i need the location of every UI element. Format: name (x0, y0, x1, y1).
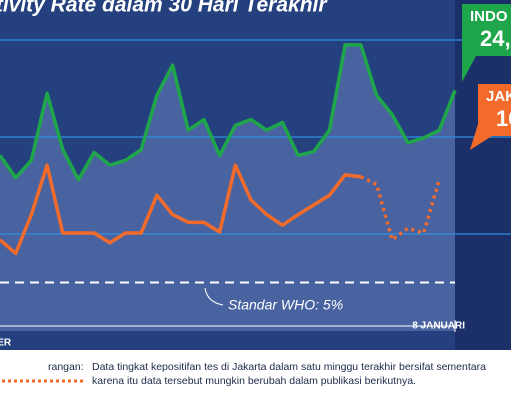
x-tick-label: BER (0, 338, 12, 349)
value-label: 16, (496, 106, 511, 131)
series-line (0, 163, 362, 256)
label-pointer (470, 124, 492, 150)
area (0, 44, 455, 331)
who-connector (204, 287, 224, 306)
label-box (462, 4, 511, 56)
x-tick-label: 8 JANUARI (412, 321, 465, 332)
chart-title: itivity Rate dalam 30 Hari Terakhir (0, 0, 328, 17)
footer-label: rangan: (48, 361, 84, 373)
series-line (360, 175, 441, 242)
footer-line: karena itu data tersebut mungkin berubah… (92, 375, 416, 387)
who-label: Standar WHO: 5% (228, 297, 343, 313)
label-box (478, 84, 511, 136)
value-label: 24, (480, 26, 511, 51)
plot (0, 39, 511, 331)
series-name: INDO (470, 8, 508, 25)
footer-bg (0, 350, 511, 400)
series-line (0, 43, 457, 182)
footer-line: Data tingkat kepositifan tes di Jakarta … (92, 361, 486, 373)
series-name: JAK (486, 88, 511, 105)
